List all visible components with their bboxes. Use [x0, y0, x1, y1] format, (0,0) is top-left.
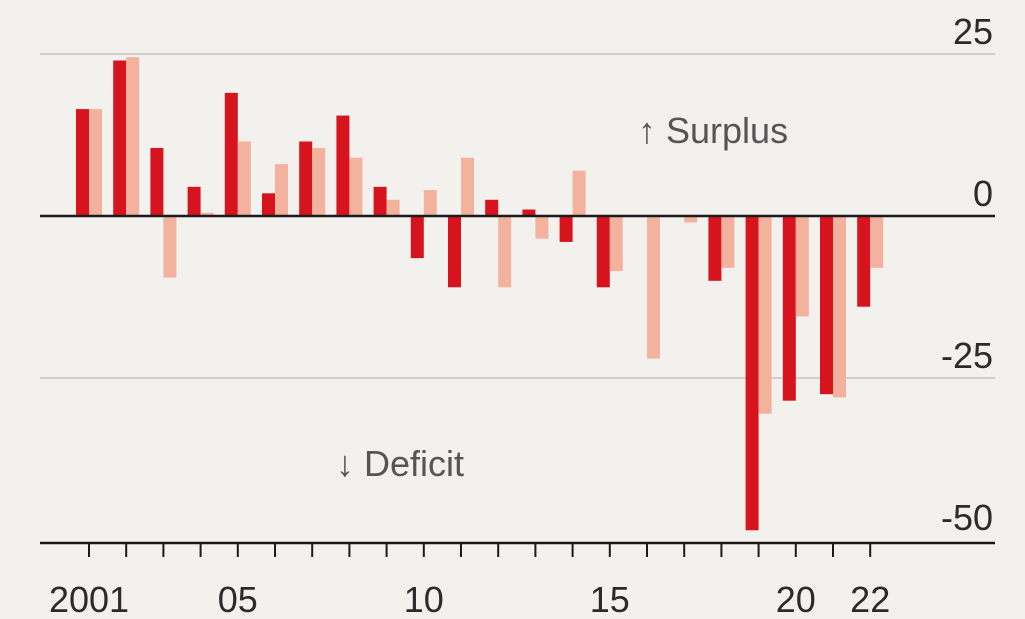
bar-secondary-2013: [535, 216, 549, 239]
bar-secondary-2009: [386, 199, 400, 216]
y-tick-label: -25: [941, 335, 993, 376]
bar-primary-2012: [485, 199, 499, 216]
x-tick-label: 2001: [49, 579, 129, 619]
bar-primary-2008: [336, 115, 350, 216]
x-tick-labels: 2001 05 10 15 20 22: [49, 579, 890, 619]
bar-secondary-2018: [721, 216, 735, 268]
bar-secondary-2015: [609, 216, 623, 272]
bar-primary-2022: [857, 216, 871, 307]
bar-secondary-2001: [89, 109, 102, 216]
x-tick-label: 15: [590, 579, 630, 619]
bar-primary-2015: [596, 216, 610, 288]
y-tick-label: -50: [941, 497, 993, 538]
surplus-annotation: ↑ Surplus: [638, 110, 788, 151]
bar-secondary-2005: [237, 141, 251, 216]
bar-secondary-2011: [461, 157, 474, 216]
bar-secondary-2012: [498, 216, 512, 288]
deficit-annotation: ↓ Deficit: [336, 443, 464, 484]
y-tick-label: 25: [953, 11, 993, 52]
axes: [40, 214, 995, 557]
bar-secondary-2016: [647, 216, 660, 359]
bar-primary-2011: [448, 216, 461, 288]
bar-primary-2002: [113, 60, 127, 217]
bar-secondary-2006: [275, 164, 288, 216]
bar-primary-2018: [708, 216, 722, 281]
bar-primary-2010: [410, 216, 424, 259]
bar-secondary-2020: [795, 216, 809, 317]
bar-secondary-2019: [758, 216, 772, 414]
bar-secondary-2008: [349, 157, 363, 216]
bar-primary-2009: [373, 186, 387, 216]
bar-secondary-2007: [312, 147, 326, 216]
bar-primary-2021: [820, 216, 833, 395]
bar-secondary-2004: [200, 212, 214, 216]
bar-primary-2019: [745, 216, 759, 531]
x-tick-label: 22: [850, 579, 890, 619]
bar-primary-2003: [150, 147, 164, 216]
bar-secondary-2003: [163, 216, 177, 278]
bars: [76, 57, 884, 531]
x-tick-label: 10: [404, 579, 444, 619]
bar-secondary-2022: [870, 216, 884, 268]
x-tick-label: 20: [776, 579, 816, 619]
bar-primary-2014: [559, 216, 573, 242]
y-tick-labels: 25 0 -25 -50: [941, 11, 993, 538]
bar-primary-2001: [76, 109, 89, 216]
bar-primary-2007: [299, 141, 313, 216]
x-tick-label: 05: [218, 579, 258, 619]
bar-primary-2005: [224, 92, 238, 216]
bar-primary-2013: [522, 209, 536, 216]
bar-secondary-2017: [684, 216, 698, 223]
bar-primary-2004: [187, 186, 201, 216]
bar-secondary-2010: [423, 190, 437, 216]
bar-primary-2006: [262, 193, 275, 216]
bar-secondary-2021: [833, 216, 846, 398]
bar-secondary-2014: [572, 170, 586, 216]
bar-primary-2020: [782, 216, 796, 401]
y-tick-label: 0: [973, 173, 993, 214]
bar-secondary-2002: [126, 57, 140, 216]
